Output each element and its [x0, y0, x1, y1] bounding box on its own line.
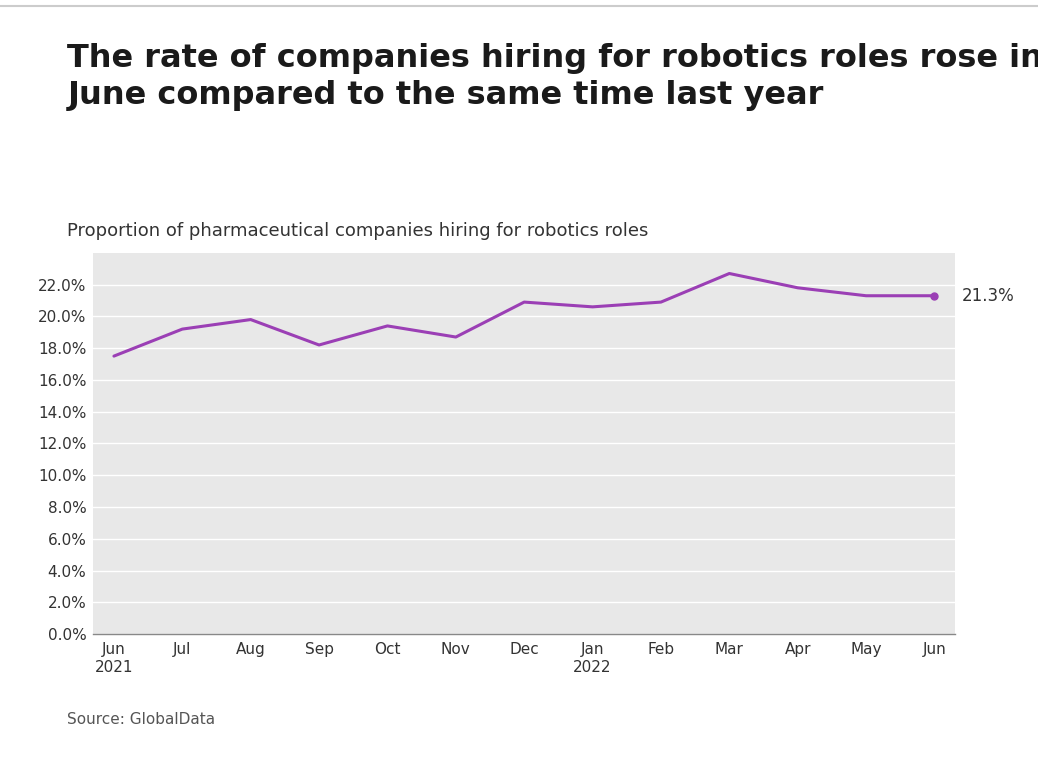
Text: Proportion of pharmaceutical companies hiring for robotics roles: Proportion of pharmaceutical companies h…	[67, 222, 649, 240]
Text: The rate of companies hiring for robotics roles rose in
June compared to the sam: The rate of companies hiring for robotic…	[67, 43, 1038, 110]
Text: Source: GlobalData: Source: GlobalData	[67, 712, 216, 727]
Text: 21.3%: 21.3%	[962, 287, 1014, 305]
